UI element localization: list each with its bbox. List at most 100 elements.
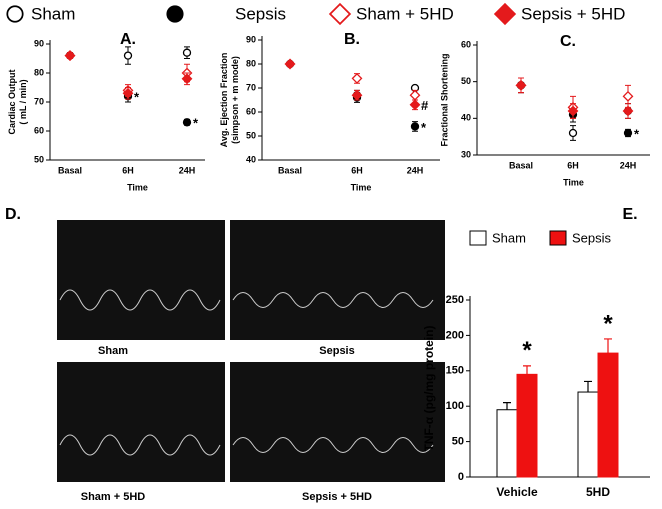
y-axis-label: Avg. Ejection Fraction [219,53,229,148]
marker [122,87,134,99]
y-tick-label: 100 [446,400,464,412]
echo-image [57,362,225,482]
legend-label: Sham [31,4,75,23]
legend-marker [493,2,517,26]
y-tick-label: 80 [246,58,256,68]
y-tick-label: 50 [246,130,256,140]
x-axis-label: Time [127,182,148,192]
y-tick-label: 80 [34,67,44,77]
panel-label: D. [5,206,21,223]
y-axis-label: (simpson + m mode) [230,56,240,144]
x-tick-label: 6H [122,165,134,175]
y-tick-label: 40 [461,113,471,123]
error-bar [584,380,592,393]
legend-label: Sham [492,230,526,245]
legend-marker [166,5,184,23]
y-axis-label: TNF-α (pg/mg protein) [422,325,436,451]
legend-marker [328,2,352,26]
marker [181,73,193,85]
y-axis-label: Cardiac Output [7,69,17,134]
annotation: * [134,90,140,105]
legend-label: Sham + 5HD [356,4,454,23]
y-tick-label: 70 [34,96,44,106]
echo-caption: Sepsis + 5HD [302,491,372,503]
y-tick-label: 150 [446,365,464,377]
y-tick-label: 250 [446,294,464,306]
annotation: * [421,120,427,135]
error-bar [503,402,511,410]
marker [64,50,76,62]
x-axis-label: Time [351,182,372,192]
x-tick-label: Basal [58,165,82,175]
y-tick-label: 200 [446,329,464,341]
legend-label: Sepsis [572,230,612,245]
marker [351,89,363,101]
legend-label: Sepsis [235,4,286,23]
echo-caption: Sepsis [319,345,354,357]
y-tick-label: 50 [34,154,44,164]
bar [577,391,599,478]
x-tick-label: 6H [351,165,363,175]
bar [597,352,619,478]
echo-trace [59,289,434,456]
annotation: * [634,126,640,141]
chart-title: A. [120,31,136,48]
x-tick-label: Vehicle [496,485,538,499]
y-tick-label: 40 [246,154,256,164]
marker [182,118,192,127]
y-tick-label: 60 [461,39,471,49]
y-axis-label: Fractional Shortening [439,53,449,146]
y-tick-label: 50 [461,76,471,86]
x-tick-label: 6H [567,160,579,170]
annotation: * [522,337,532,364]
marker [568,128,578,138]
marker [409,99,421,111]
marker [623,128,633,138]
legend-marker [6,5,24,23]
marker [567,105,579,117]
bar [496,409,518,478]
x-tick-label: 5HD [586,485,610,499]
annotation: * [193,116,199,131]
marker [182,48,192,57]
marker [284,58,296,70]
y-tick-label: 30 [461,149,471,159]
x-tick-label: Basal [278,165,302,175]
echo-caption: Sham + 5HD [81,491,146,503]
legend-swatch [549,230,567,246]
marker [515,79,527,91]
marker [622,90,634,102]
y-tick-label: 50 [452,436,464,448]
echo-image [230,362,445,482]
error-bar [523,365,531,375]
marker [622,105,634,117]
echo-image [57,220,225,340]
chart-title: C. [560,33,576,50]
error-bar [604,338,612,354]
chart-title: B. [344,31,360,48]
x-axis-label: Time [563,177,584,187]
marker [351,72,363,84]
y-tick-label: 60 [34,125,44,135]
x-tick-label: 24H [179,165,196,175]
echo-caption: Sham [98,345,128,357]
y-tick-label: 60 [246,106,256,116]
annotation: * [603,310,613,337]
marker [409,89,421,101]
x-tick-label: Basal [509,160,533,170]
legend-swatch [469,230,487,246]
marker [410,122,420,131]
y-axis-label: ( mL / min) [18,79,28,124]
annotation: # [421,98,429,113]
x-tick-label: 24H [407,165,424,175]
legend-label: Sepsis + 5HD [521,4,625,23]
chart-title: E. [622,206,637,223]
y-tick-label: 90 [34,38,44,48]
x-tick-label: 24H [620,160,637,170]
y-tick-label: 70 [246,82,256,92]
y-tick-label: 0 [458,471,464,483]
y-tick-label: 90 [246,34,256,44]
bar [516,373,538,478]
marker [123,51,133,60]
